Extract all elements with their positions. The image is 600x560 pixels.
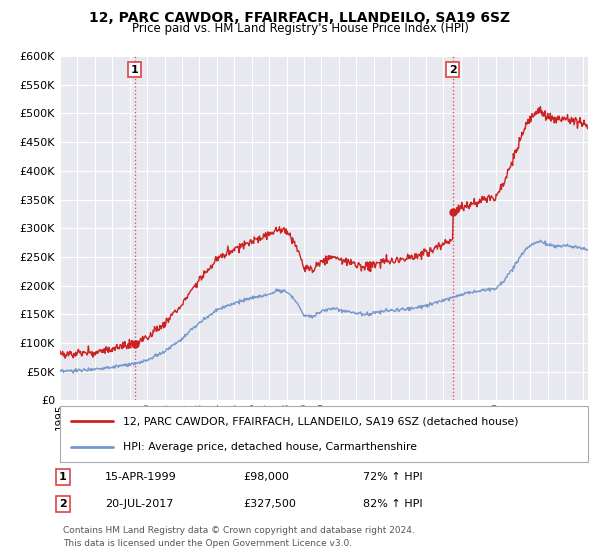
Text: 12, PARC CAWDOR, FFAIRFACH, LLANDEILO, SA19 6SZ (detached house): 12, PARC CAWDOR, FFAIRFACH, LLANDEILO, S…	[124, 416, 519, 426]
Text: HPI: Average price, detached house, Carmarthenshire: HPI: Average price, detached house, Carm…	[124, 442, 418, 452]
Text: 15-APR-1999: 15-APR-1999	[105, 472, 177, 482]
Text: Price paid vs. HM Land Registry's House Price Index (HPI): Price paid vs. HM Land Registry's House …	[131, 22, 469, 35]
Text: 82% ↑ HPI: 82% ↑ HPI	[363, 499, 422, 509]
FancyBboxPatch shape	[60, 406, 588, 462]
Text: This data is licensed under the Open Government Licence v3.0.: This data is licensed under the Open Gov…	[63, 539, 352, 548]
Text: 2: 2	[449, 64, 457, 74]
Text: £327,500: £327,500	[243, 499, 296, 509]
Text: 1: 1	[131, 64, 139, 74]
Text: 12, PARC CAWDOR, FFAIRFACH, LLANDEILO, SA19 6SZ: 12, PARC CAWDOR, FFAIRFACH, LLANDEILO, S…	[89, 11, 511, 25]
Text: 20-JUL-2017: 20-JUL-2017	[105, 499, 173, 509]
Text: 72% ↑ HPI: 72% ↑ HPI	[363, 472, 422, 482]
Text: 1: 1	[59, 472, 67, 482]
Text: Contains HM Land Registry data © Crown copyright and database right 2024.: Contains HM Land Registry data © Crown c…	[63, 526, 415, 535]
Text: £98,000: £98,000	[243, 472, 289, 482]
Text: 2: 2	[59, 499, 67, 509]
